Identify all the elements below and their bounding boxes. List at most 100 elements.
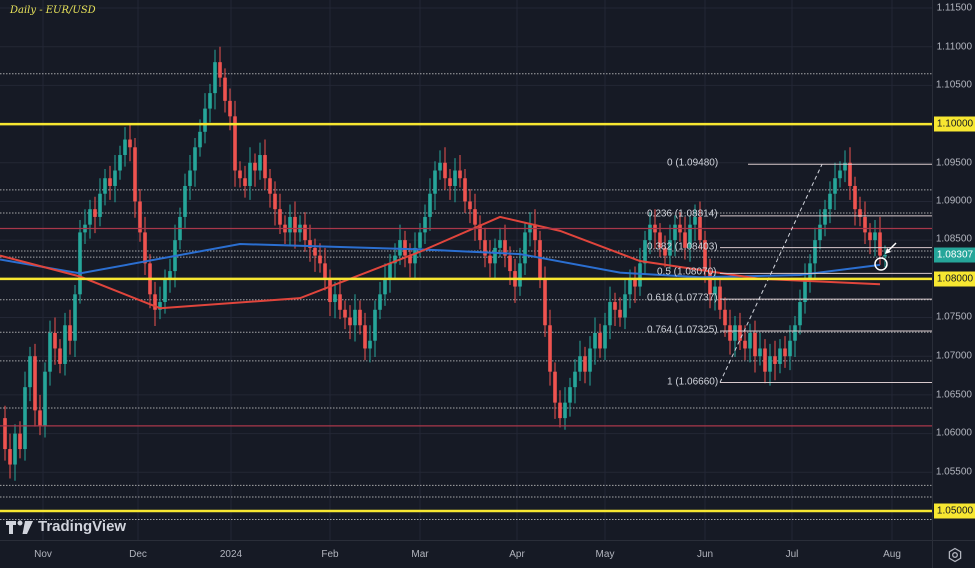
- price-tick: 1.09500: [935, 157, 972, 169]
- candle-up: [638, 263, 642, 287]
- tradingview-logo-icon: [6, 520, 33, 534]
- candle-down: [718, 286, 722, 310]
- candle-down: [268, 178, 272, 194]
- candle-up: [883, 254, 887, 257]
- candle-up: [438, 162, 442, 171]
- candle-down: [138, 201, 142, 233]
- fib-level-0236: 0.236 (1.08814): [647, 208, 718, 220]
- fib-level-0: 0 (1.09480): [667, 157, 719, 169]
- candle-up: [163, 278, 167, 303]
- candle-down: [358, 309, 362, 326]
- candle-up: [823, 209, 827, 225]
- level-tag-1-08000: 1.08000: [934, 271, 975, 287]
- candle-up: [643, 240, 647, 264]
- candle-up: [563, 402, 567, 419]
- candle-down: [863, 216, 867, 233]
- time-tick: Mar: [411, 549, 429, 560]
- candle-up: [523, 232, 527, 264]
- sma-red-line: [0, 215, 881, 310]
- candle-down: [738, 325, 742, 341]
- candle-up: [578, 356, 582, 372]
- settings-gear-icon: [948, 547, 961, 562]
- candle-down: [458, 170, 462, 179]
- candle-up: [778, 348, 782, 364]
- candle-down: [743, 340, 747, 349]
- candle-down: [443, 162, 447, 179]
- candle-down: [858, 209, 862, 217]
- candle-down: [683, 232, 687, 248]
- candle-up: [198, 131, 202, 148]
- candle-up: [193, 147, 197, 171]
- price-tick: 1.07000: [935, 350, 972, 362]
- candle-up: [183, 185, 187, 217]
- time-tick: Jun: [696, 549, 714, 560]
- candle-down: [68, 325, 72, 341]
- last-price-tag: 1.08307: [934, 247, 975, 263]
- chart-settings-button[interactable]: [932, 540, 975, 568]
- candle-down: [488, 255, 492, 264]
- candle-down: [543, 278, 547, 326]
- candle-up: [433, 170, 437, 194]
- candle-down: [218, 62, 222, 78]
- candle-down: [53, 332, 57, 349]
- candle-down: [153, 294, 157, 310]
- candle-up: [648, 224, 652, 241]
- price-axis[interactable]: 1.11500 1.11000 1.10500 1.10000 1.09500 …: [932, 0, 975, 540]
- candle-down: [58, 348, 62, 364]
- candle-down: [618, 309, 622, 318]
- time-axis[interactable]: Nov Dec 2024 Feb Mar Apr May Jun Jul Aug: [0, 540, 932, 568]
- candle-down: [263, 155, 267, 179]
- tradingview-logo: TradingView: [6, 518, 126, 535]
- candle-down: [323, 263, 327, 279]
- candle-up: [28, 356, 32, 388]
- candle-up: [63, 325, 67, 364]
- candle-down: [328, 278, 332, 303]
- candle-up: [388, 263, 392, 279]
- candle-up: [673, 224, 677, 241]
- candle-up: [123, 139, 127, 156]
- candle-down: [848, 162, 852, 186]
- candle-up: [803, 278, 807, 303]
- price-tick: 1.06500: [935, 389, 972, 401]
- sma-blue-line: [0, 243, 881, 279]
- candle-up: [88, 209, 92, 225]
- candle-down: [308, 240, 312, 248]
- candle-up: [498, 240, 502, 248]
- candle-up: [258, 155, 262, 171]
- level-tag-1-10000: 1.10000: [934, 116, 975, 132]
- time-tick: May: [595, 549, 615, 560]
- candle-down: [313, 247, 317, 256]
- candle-up: [423, 216, 427, 233]
- candle-down: [318, 255, 322, 264]
- candle-up: [573, 371, 577, 388]
- candle-down: [483, 240, 487, 256]
- fib-level-1: 1 (1.06660): [667, 376, 719, 388]
- candle-down: [548, 325, 552, 372]
- candle-up: [518, 263, 522, 287]
- candle-up: [603, 325, 607, 349]
- candle-down: [558, 402, 562, 419]
- price-chart-canvas[interactable]: [0, 0, 932, 540]
- candle-up: [288, 216, 292, 233]
- candle-up: [813, 240, 817, 264]
- candle-down: [478, 224, 482, 241]
- candle-down: [343, 309, 347, 318]
- candle-up: [43, 371, 47, 426]
- candle-down: [238, 170, 242, 179]
- candle-down: [473, 209, 477, 225]
- fib-level-0764: 0.764 (1.07325): [647, 324, 718, 336]
- candle-up: [78, 232, 82, 295]
- candle-up: [608, 302, 612, 326]
- time-tick: 2024: [219, 549, 243, 560]
- candle-up: [873, 232, 877, 241]
- candle-down: [303, 224, 307, 241]
- candle-down: [868, 232, 872, 241]
- candle-up: [103, 178, 107, 194]
- candle-down: [128, 139, 132, 148]
- chart-title: Daily - EUR/USD: [10, 5, 96, 16]
- candle-up: [818, 224, 822, 241]
- plot-area[interactable]: Daily - EUR/USD 0 (1.09480) 0.236 (1.088…: [0, 0, 932, 540]
- candle-down: [363, 325, 367, 349]
- candle-down: [708, 271, 712, 295]
